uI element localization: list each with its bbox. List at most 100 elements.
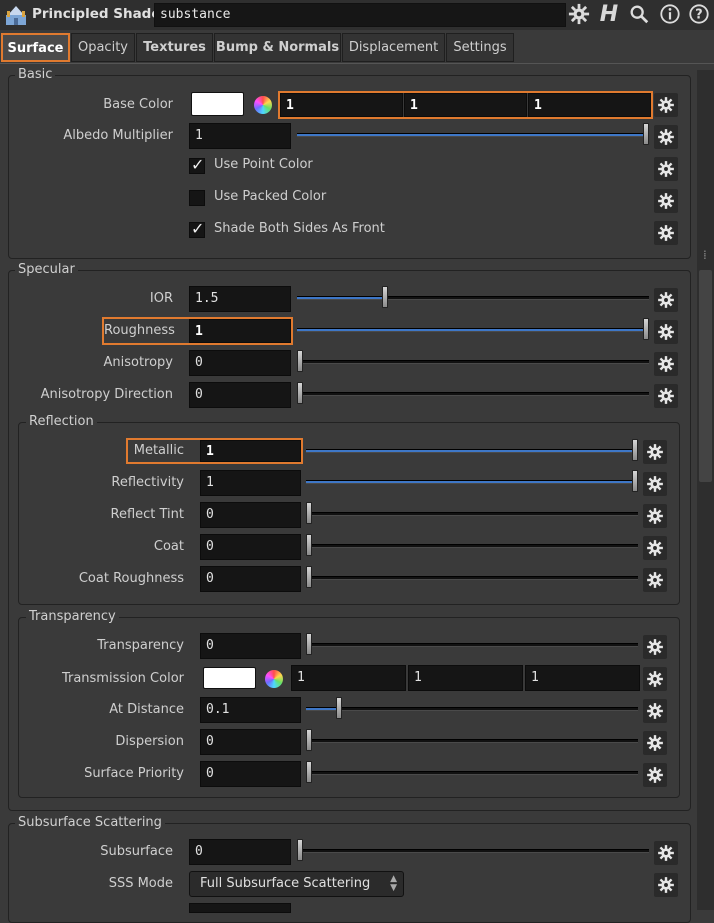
anisotropy-direction-field[interactable]: 0 <box>189 382 291 408</box>
slider-track[interactable] <box>306 771 638 775</box>
slider-handle[interactable] <box>306 633 312 655</box>
metallic-slider[interactable] <box>306 439 638 461</box>
roughness-slider[interactable] <box>297 318 649 340</box>
gear-icon[interactable] <box>643 568 667 592</box>
gear-icon[interactable] <box>654 125 678 149</box>
scrollbar[interactable] <box>697 70 714 910</box>
gear-icon[interactable] <box>643 504 667 528</box>
slider-handle[interactable] <box>306 729 312 751</box>
base-color-swatch[interactable] <box>191 92 244 116</box>
gear-icon[interactable] <box>643 536 667 560</box>
gear-icon[interactable] <box>643 699 667 723</box>
help-icon[interactable]: ? <box>687 3 711 27</box>
tab-settings[interactable]: Settings <box>446 33 514 62</box>
gear-icon[interactable] <box>654 352 678 376</box>
base-color-g-field[interactable]: 1 <box>404 93 527 117</box>
color-wheel-icon[interactable] <box>265 670 283 688</box>
gear-icon[interactable] <box>643 763 667 787</box>
transparency-slider[interactable] <box>306 633 638 655</box>
next-row-field[interactable] <box>189 903 291 913</box>
coat-field[interactable]: 0 <box>200 534 301 560</box>
slider-handle[interactable] <box>297 350 303 372</box>
transparency-field[interactable]: 0 <box>200 633 301 659</box>
info-icon[interactable] <box>658 3 682 27</box>
slider-track[interactable] <box>297 296 649 300</box>
anisotropy-slider[interactable] <box>297 350 649 372</box>
gear-icon[interactable] <box>654 189 678 213</box>
surface-priority-field[interactable]: 0 <box>200 761 301 787</box>
transmission-color-g-field[interactable]: 1 <box>408 665 523 691</box>
tab-displacement[interactable]: Displacement <box>342 33 445 62</box>
dispersion-slider[interactable] <box>306 729 638 751</box>
gear-icon[interactable] <box>654 873 678 897</box>
coat-roughness-slider[interactable] <box>306 566 638 588</box>
reflectivity-slider[interactable] <box>306 470 638 492</box>
slider-handle[interactable] <box>632 470 638 492</box>
slider-handle[interactable] <box>306 566 312 588</box>
slider-handle[interactable] <box>306 761 312 783</box>
gear-icon[interactable] <box>654 320 678 344</box>
slider-handle[interactable] <box>297 382 303 404</box>
slider-track[interactable] <box>306 480 638 484</box>
slider-handle[interactable] <box>336 697 343 719</box>
ior-slider[interactable] <box>297 286 649 308</box>
anisotropy-direction-slider[interactable] <box>297 382 649 404</box>
reflect-tint-field[interactable]: 0 <box>200 502 301 528</box>
gear-icon[interactable] <box>654 157 678 181</box>
coat-roughness-field[interactable]: 0 <box>200 566 301 592</box>
coat-slider[interactable] <box>306 534 638 556</box>
node-name-field[interactable]: substance <box>154 3 566 27</box>
resize-grip-icon[interactable]: ⁞ <box>703 248 707 262</box>
slider-track[interactable] <box>297 849 649 853</box>
gear-icon[interactable] <box>643 440 667 464</box>
reflectivity-field[interactable]: 1 <box>200 470 301 496</box>
slider-track[interactable] <box>306 707 638 711</box>
gear-icon[interactable] <box>654 221 678 245</box>
shade-both-sides-checkbox[interactable]: ✓ <box>189 219 205 238</box>
slider-handle[interactable] <box>306 534 312 556</box>
scrollbar-thumb[interactable] <box>699 270 712 482</box>
slider-track[interactable] <box>306 512 638 516</box>
slider-track[interactable] <box>297 392 649 396</box>
dispersion-field[interactable]: 0 <box>200 729 301 755</box>
color-wheel-icon[interactable] <box>254 96 272 114</box>
slider-track[interactable] <box>306 643 638 647</box>
gear-icon[interactable] <box>654 288 678 312</box>
use-point-color-checkbox[interactable]: ✓ <box>189 155 205 174</box>
slider-track[interactable] <box>297 360 649 364</box>
tab-textures[interactable]: Textures <box>136 33 213 62</box>
base-color-r-field[interactable]: 1 <box>280 93 403 117</box>
gear-icon[interactable] <box>643 472 667 496</box>
anisotropy-field[interactable]: 0 <box>189 350 291 376</box>
metallic-field[interactable]: 1 <box>200 440 301 462</box>
slider-track[interactable] <box>306 544 638 548</box>
use-packed-color-checkbox[interactable] <box>189 190 205 206</box>
slider-track[interactable] <box>306 739 638 743</box>
slider-handle[interactable] <box>643 318 649 340</box>
transmission-color-b-field[interactable]: 1 <box>525 665 640 691</box>
tab-opacity[interactable]: Opacity <box>71 33 135 62</box>
surface-priority-slider[interactable] <box>306 761 638 783</box>
slider-handle[interactable] <box>382 286 388 308</box>
roughness-field[interactable]: 1 <box>189 319 291 343</box>
gear-icon[interactable] <box>643 635 667 659</box>
search-icon[interactable] <box>627 3 651 27</box>
gear-icon[interactable] <box>654 841 678 865</box>
slider-handle[interactable] <box>297 839 303 861</box>
reflect-tint-slider[interactable] <box>306 502 638 524</box>
subsurface-field[interactable]: 0 <box>189 839 291 865</box>
houdini-node-icon[interactable] <box>4 3 28 27</box>
houdini-h-icon[interactable]: H <box>599 2 619 27</box>
at-distance-slider[interactable] <box>306 697 638 719</box>
slider-track[interactable] <box>297 328 649 332</box>
gear-icon[interactable] <box>643 667 667 691</box>
tab-bump-normals[interactable]: Bump & Normals <box>214 33 341 62</box>
albedo-multiplier-field[interactable]: 1 <box>189 123 291 149</box>
gear-icon[interactable] <box>567 3 591 27</box>
transmission-color-r-field[interactable]: 1 <box>291 665 406 691</box>
gear-icon[interactable] <box>654 93 678 117</box>
base-color-b-field[interactable]: 1 <box>528 93 651 117</box>
slider-handle[interactable] <box>643 123 649 145</box>
gear-icon[interactable] <box>654 384 678 408</box>
gear-icon[interactable] <box>643 731 667 755</box>
